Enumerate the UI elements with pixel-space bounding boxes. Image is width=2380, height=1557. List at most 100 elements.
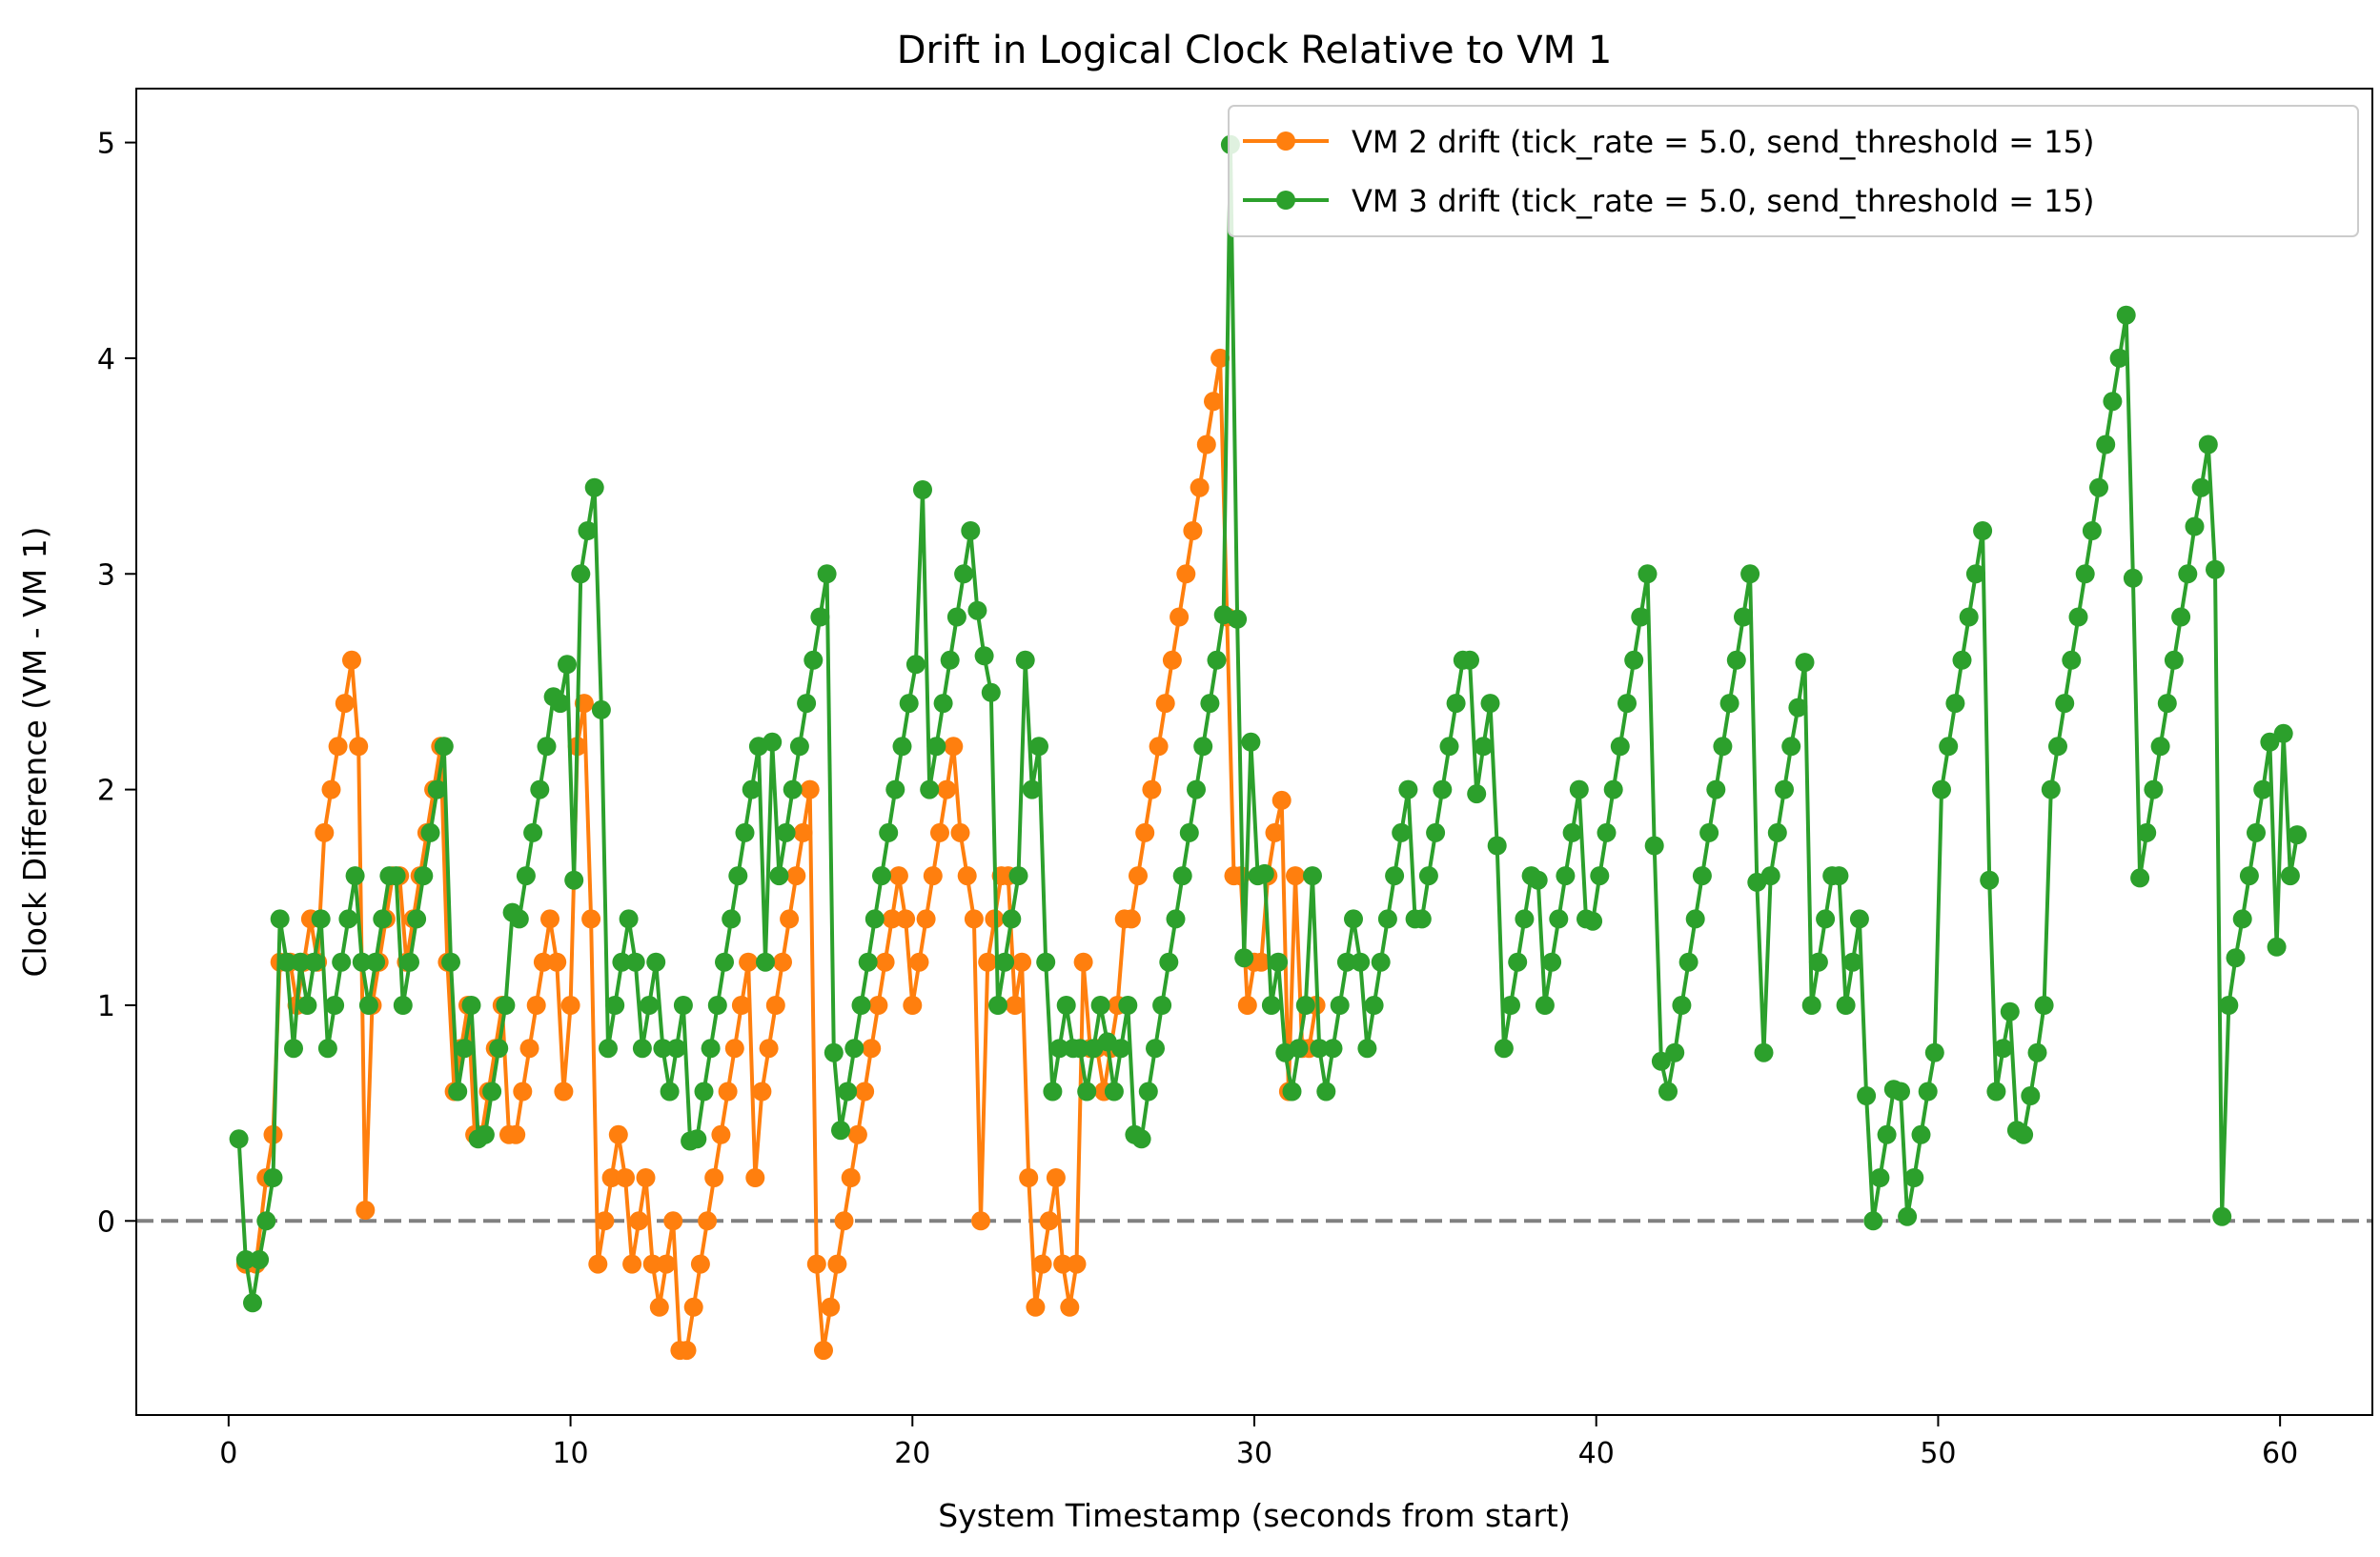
x-axis-label: System Timestamp (seconds from start) [938,1497,1571,1534]
data-point-vm3 [1781,737,1801,757]
data-point-vm3 [325,996,345,1015]
data-point-vm2 [540,909,559,929]
data-point-vm3 [1146,1039,1165,1059]
data-point-vm3 [475,1124,495,1144]
data-point-vm2 [356,1201,376,1220]
data-point-vm2 [636,1168,656,1187]
data-point-vm3 [707,996,727,1015]
data-point-vm3 [1528,870,1548,890]
data-point-vm3 [1049,1039,1069,1059]
data-point-vm3 [523,822,543,842]
data-point-vm3 [673,996,693,1015]
data-point-vm3 [229,1129,249,1149]
data-point-vm3 [1310,1039,1330,1059]
data-point-vm3 [1685,909,1705,929]
data-point-vm2 [875,952,895,972]
data-point-vm2 [964,909,984,929]
data-point-vm3 [1036,952,1056,972]
y-tick-label: 1 [97,990,115,1023]
data-point-vm2 [1060,1297,1080,1317]
data-point-vm3 [1857,1086,1877,1105]
data-point-vm2 [759,1039,779,1059]
data-point-vm2 [560,996,580,1015]
data-point-vm3 [1678,952,1699,972]
data-point-vm3 [591,699,611,719]
data-point-vm3 [1351,952,1371,972]
data-point-vm3 [1015,650,1035,670]
data-point-vm3 [605,996,625,1015]
data-point-vm3 [2171,607,2191,627]
data-point-vm3 [1569,779,1589,799]
data-point-vm3 [844,1039,865,1059]
data-point-vm3 [1316,1082,1336,1102]
data-point-vm3 [235,1250,255,1269]
data-point-vm3 [1439,737,1459,757]
data-point-vm2 [937,779,957,799]
data-point-vm3 [1795,653,1815,673]
series-vm3 [229,134,2308,1313]
data-point-vm3 [1898,1206,1918,1226]
data-point-vm3 [1651,1051,1671,1071]
data-point-vm2 [1032,1254,1052,1274]
data-point-vm3 [687,1129,707,1149]
data-point-vm3 [981,682,1001,702]
data-point-vm3 [1911,1124,1931,1144]
data-point-vm2 [657,1254,676,1274]
data-point-vm3 [1179,822,1199,842]
data-point-vm3 [824,1042,844,1062]
data-point-vm2 [698,1211,718,1231]
data-point-vm3 [1542,952,1562,972]
data-point-vm3 [2000,1001,2020,1021]
data-point-vm3 [1056,996,1076,1015]
data-point-vm3 [776,822,796,842]
data-point-vm3 [1515,909,1535,929]
data-point-vm3 [332,952,352,972]
data-point-vm2 [1251,952,1271,972]
data-point-vm3 [2096,435,2116,455]
data-point-vm3 [2157,694,2177,714]
data-point-vm3 [1665,1042,1685,1062]
legend: VM 2 drift (tick_rate = 5.0, send_thresh… [1228,105,2359,237]
data-point-vm3 [297,996,317,1015]
data-point-vm3 [625,952,645,972]
data-point-vm2 [862,1039,882,1059]
data-point-vm3 [263,1168,283,1187]
data-point-vm3 [1241,732,1261,752]
data-point-vm3 [1610,737,1630,757]
y-tick-label: 2 [97,775,115,808]
data-point-vm2 [342,650,361,670]
data-point-vm3 [516,866,536,886]
data-point-vm3 [1760,866,1780,886]
data-point-vm3 [1986,1082,2006,1102]
data-point-vm2 [923,866,943,886]
data-point-vm3 [1364,996,1384,1015]
data-point-vm3 [2137,822,2157,842]
data-point-vm2 [786,866,806,886]
data-point-vm3 [358,996,378,1015]
data-point-vm3 [1029,737,1048,757]
data-point-vm3 [1446,694,1466,714]
data-point-vm3 [1261,996,1281,1015]
data-point-vm3 [1289,1039,1309,1059]
data-point-vm3 [1487,836,1507,856]
data-point-vm2 [903,996,923,1015]
data-point-vm2 [814,1341,833,1361]
data-point-vm3 [797,694,817,714]
data-point-vm2 [841,1168,861,1187]
data-point-vm2 [335,694,355,714]
data-point-vm3 [1801,996,1821,1015]
data-point-vm3 [810,607,830,627]
data-point-vm3 [373,909,393,929]
data-point-vm3 [1043,1082,1063,1102]
data-point-vm3 [1603,779,1623,799]
data-point-vm3 [858,952,878,972]
data-point-vm2 [649,1297,669,1317]
data-point-vm2 [1190,477,1210,497]
data-point-vm3 [393,996,413,1015]
data-point-vm3 [1474,737,1494,757]
data-point-vm3 [1412,909,1432,929]
data-point-vm2 [1210,348,1231,368]
data-point-vm2 [765,996,785,1015]
data-point-vm3 [1398,779,1418,799]
data-point-vm3 [2103,392,2123,412]
